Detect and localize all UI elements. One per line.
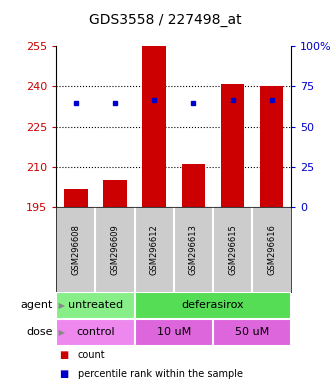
- Text: percentile rank within the sample: percentile rank within the sample: [78, 369, 243, 379]
- Text: GSM296612: GSM296612: [150, 224, 159, 275]
- Text: ▶: ▶: [56, 328, 65, 337]
- Bar: [56, 319, 135, 346]
- Text: GDS3558 / 227498_at: GDS3558 / 227498_at: [89, 13, 242, 27]
- Bar: [260, 86, 283, 207]
- Text: ■: ■: [60, 369, 69, 379]
- Bar: [213, 319, 291, 346]
- Text: deferasirox: deferasirox: [182, 300, 244, 310]
- Bar: [56, 292, 135, 319]
- Text: GSM296616: GSM296616: [267, 224, 276, 275]
- Text: GSM296609: GSM296609: [111, 224, 119, 275]
- Text: GSM296613: GSM296613: [189, 224, 198, 275]
- Text: GSM296615: GSM296615: [228, 224, 237, 275]
- Text: ■: ■: [60, 350, 69, 360]
- Bar: [64, 189, 88, 207]
- Text: agent: agent: [21, 300, 53, 310]
- Bar: [221, 84, 244, 207]
- Bar: [135, 319, 213, 346]
- Bar: [182, 164, 205, 207]
- Text: GSM296608: GSM296608: [71, 224, 80, 275]
- Bar: [135, 292, 291, 319]
- Text: untreated: untreated: [68, 300, 123, 310]
- Bar: [103, 180, 127, 207]
- Text: 50 uM: 50 uM: [235, 327, 269, 337]
- Text: control: control: [76, 327, 115, 337]
- Bar: [142, 46, 166, 207]
- Text: ▶: ▶: [56, 301, 65, 310]
- Text: dose: dose: [26, 327, 53, 337]
- Text: 10 uM: 10 uM: [157, 327, 191, 337]
- Text: count: count: [78, 350, 105, 360]
